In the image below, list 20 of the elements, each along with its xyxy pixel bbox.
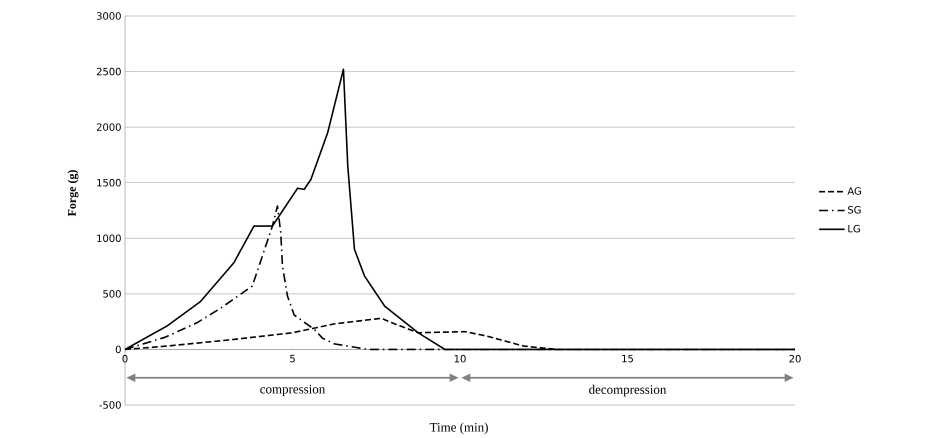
y-tick-label: 3000: [96, 12, 121, 20]
x-tick-label: 15: [622, 355, 633, 363]
annotation: compression: [260, 385, 326, 396]
legend-label: AG: [847, 187, 861, 195]
x-tick-label: 20: [789, 355, 801, 363]
legend-label: SG: [848, 206, 861, 214]
x-tick-label: 10: [454, 355, 466, 363]
x-axis-title: Time (min): [430, 422, 488, 434]
y-tick-label: 500: [103, 290, 121, 298]
y-tick-label: 1000: [97, 234, 121, 242]
x-tick-label: 5: [290, 355, 295, 363]
y-axis-title: Forge (g): [68, 170, 78, 216]
y-tick-label: 2500: [96, 68, 121, 76]
annotation: decompression: [589, 385, 666, 397]
legend-label: LG: [848, 225, 860, 233]
y-tick-label: 0: [116, 346, 121, 354]
y-tick-label: -500: [99, 401, 121, 409]
y-tick-label: 2000: [96, 124, 121, 132]
x-tick-label: 0: [122, 355, 128, 363]
y-tick-label: 1500: [97, 179, 121, 187]
